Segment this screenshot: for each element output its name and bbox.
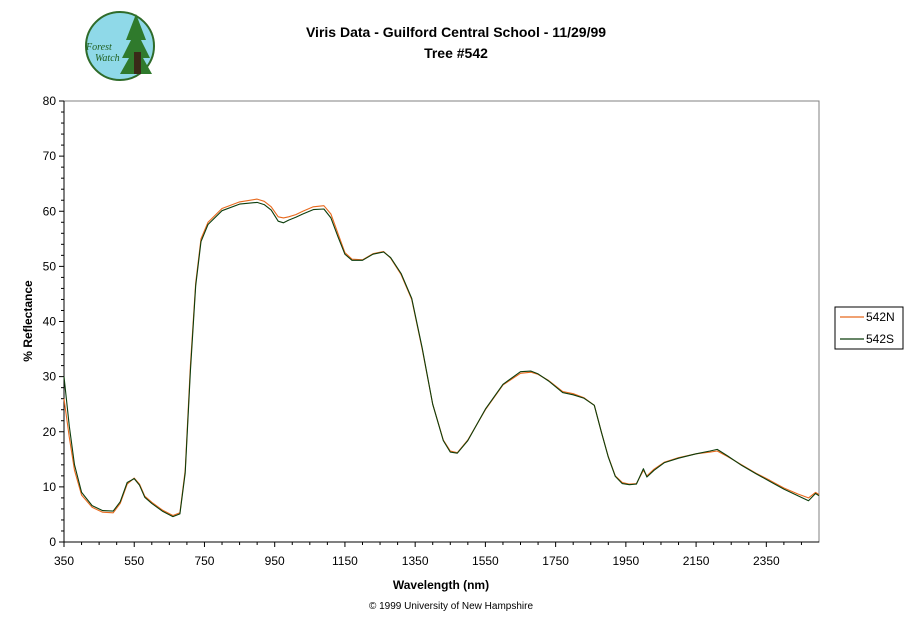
x-tick-label: 750 — [194, 554, 214, 568]
y-tick-label: 10 — [43, 480, 57, 494]
y-axis-ticks: 0 10 20 30 40 50 60 70 80 — [43, 94, 64, 549]
legend: 542N 542S — [834, 306, 904, 350]
copyright-text: © 1999 University of New Hampshire — [369, 601, 534, 612]
plot-area — [63, 100, 820, 543]
series-line-542s — [63, 201, 820, 518]
logo-text-watch: Watch — [95, 53, 120, 64]
logo-text-forest: Forest — [85, 42, 112, 53]
series-layer — [63, 198, 820, 518]
x-tick-label: 2150 — [683, 554, 710, 568]
y-tick-label: 50 — [43, 259, 57, 273]
x-tick-label: 1750 — [542, 554, 569, 568]
x-tick-label: 2350 — [753, 554, 780, 568]
x-tick-label: 350 — [54, 554, 74, 568]
y-tick-label: 0 — [49, 535, 56, 549]
y-axis-label: % Reflectance — [21, 280, 35, 362]
x-tick-label: 1350 — [402, 554, 429, 568]
legend-label-542n: 542N — [866, 310, 895, 324]
y-tick-label: 80 — [43, 94, 57, 108]
y-tick-label: 70 — [43, 149, 57, 163]
y-tick-label: 20 — [43, 425, 57, 439]
logo-trunk — [134, 52, 141, 74]
x-axis-ticks: 350 550 750 950 1150 1350 1550 1750 1950 2150 2350 — [54, 542, 802, 568]
x-axis-label: Wavelength (nm) — [393, 578, 489, 592]
y-tick-label: 40 — [43, 315, 57, 329]
chart-title: Viris Data - Guilford Central School - 1… — [306, 24, 606, 40]
x-tick-label: 1550 — [472, 554, 499, 568]
chart-subtitle: Tree #542 — [424, 45, 488, 61]
x-tick-label: 950 — [265, 554, 285, 568]
legend-box — [834, 306, 904, 350]
x-tick-label: 550 — [124, 554, 144, 568]
y-tick-label: 30 — [43, 370, 57, 384]
x-tick-label: 1950 — [613, 554, 640, 568]
legend-label-542s: 542S — [866, 332, 894, 346]
x-tick-label: 1150 — [332, 554, 358, 568]
y-tick-label: 60 — [43, 204, 57, 218]
forest-watch-logo: Forest Watch — [85, 11, 155, 81]
logo-tree-icon — [120, 14, 152, 74]
